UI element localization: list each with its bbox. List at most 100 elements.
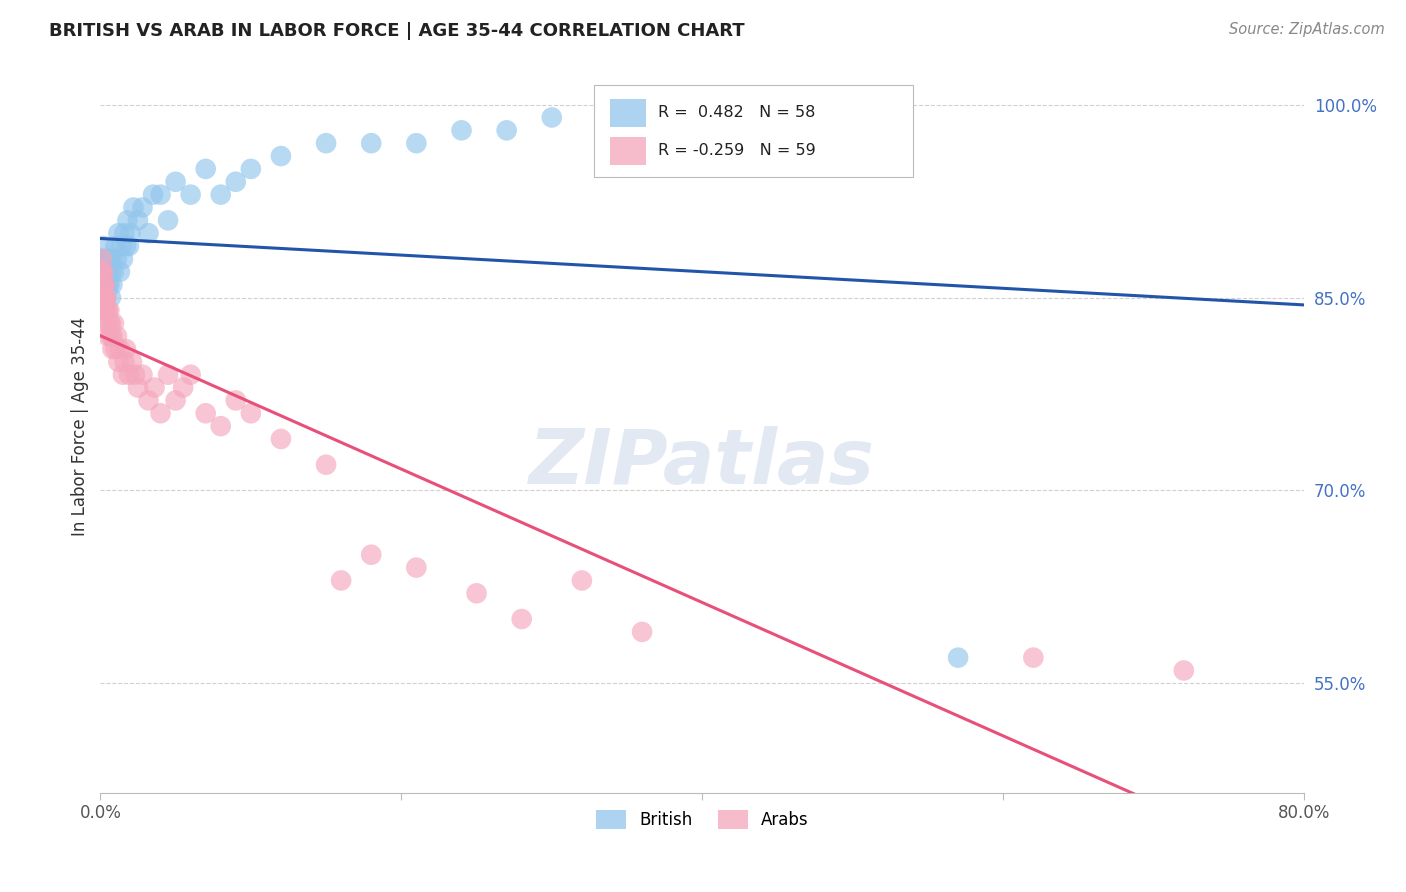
Point xyxy=(194,406,217,420)
Point xyxy=(108,265,131,279)
Point xyxy=(110,239,132,253)
Point xyxy=(107,355,129,369)
Point xyxy=(112,226,135,240)
Point xyxy=(112,355,135,369)
Point xyxy=(330,574,353,588)
Point xyxy=(96,303,118,318)
Point xyxy=(93,277,115,292)
Point xyxy=(124,368,146,382)
Point xyxy=(105,252,128,266)
Point xyxy=(194,161,217,176)
Point xyxy=(510,612,533,626)
Point xyxy=(571,574,593,588)
Point xyxy=(117,213,139,227)
Point xyxy=(149,187,172,202)
Point xyxy=(94,291,117,305)
Point xyxy=(631,624,654,639)
Point xyxy=(225,175,247,189)
Text: R = -0.259   N = 59: R = -0.259 N = 59 xyxy=(658,144,815,159)
Point xyxy=(94,265,117,279)
Point xyxy=(90,291,112,305)
Point xyxy=(360,548,382,562)
Point xyxy=(405,136,427,151)
Y-axis label: In Labor Force | Age 35-44: In Labor Force | Age 35-44 xyxy=(72,317,89,536)
Point xyxy=(94,291,117,305)
Point xyxy=(131,201,153,215)
Point xyxy=(93,239,115,253)
Point xyxy=(96,316,118,330)
Point xyxy=(107,226,129,240)
Point xyxy=(90,265,112,279)
Point xyxy=(90,265,112,279)
Point xyxy=(100,316,122,330)
Point xyxy=(115,342,138,356)
Point xyxy=(104,342,127,356)
Point xyxy=(103,316,125,330)
Point xyxy=(405,560,427,574)
Point xyxy=(96,291,118,305)
Point xyxy=(93,291,115,305)
Point xyxy=(143,380,166,394)
Point xyxy=(239,161,262,176)
Point xyxy=(101,329,124,343)
Text: R =  0.482   N = 58: R = 0.482 N = 58 xyxy=(658,105,815,120)
Point xyxy=(540,111,562,125)
Text: Source: ZipAtlas.com: Source: ZipAtlas.com xyxy=(1229,22,1385,37)
Point xyxy=(157,368,180,382)
Point xyxy=(121,355,143,369)
Point xyxy=(98,277,121,292)
FancyBboxPatch shape xyxy=(610,137,645,165)
Legend: British, Arabs: British, Arabs xyxy=(589,803,815,836)
Point xyxy=(450,123,472,137)
Point xyxy=(93,277,115,292)
Point xyxy=(93,265,115,279)
Point xyxy=(93,252,115,266)
Point xyxy=(172,380,194,394)
Point xyxy=(127,380,149,394)
Point xyxy=(465,586,488,600)
Point xyxy=(209,187,232,202)
Point xyxy=(90,277,112,292)
Point xyxy=(94,303,117,318)
Point xyxy=(97,303,120,318)
Point xyxy=(90,265,112,279)
Point xyxy=(96,252,118,266)
Point xyxy=(96,265,118,279)
Point xyxy=(118,368,141,382)
Point xyxy=(100,329,122,343)
Point xyxy=(90,291,112,305)
Point xyxy=(97,265,120,279)
Point xyxy=(270,432,292,446)
Point xyxy=(180,368,202,382)
Text: BRITISH VS ARAB IN LABOR FORCE | AGE 35-44 CORRELATION CHART: BRITISH VS ARAB IN LABOR FORCE | AGE 35-… xyxy=(49,22,745,40)
Point xyxy=(93,265,115,279)
Point xyxy=(111,252,134,266)
Point xyxy=(127,213,149,227)
Point xyxy=(239,406,262,420)
Point xyxy=(93,291,115,305)
Point xyxy=(101,342,124,356)
Point xyxy=(225,393,247,408)
Point xyxy=(96,291,118,305)
Point xyxy=(315,458,337,472)
Point xyxy=(495,123,517,137)
Point xyxy=(94,291,117,305)
Point xyxy=(360,136,382,151)
Point xyxy=(94,277,117,292)
Point xyxy=(315,136,337,151)
Point xyxy=(165,393,187,408)
Point xyxy=(94,277,117,292)
Point xyxy=(98,316,121,330)
Point xyxy=(122,201,145,215)
Point xyxy=(90,252,112,266)
Text: ZIPatlas: ZIPatlas xyxy=(529,425,876,500)
Point xyxy=(149,406,172,420)
Point xyxy=(101,252,124,266)
Point xyxy=(90,265,112,279)
Point xyxy=(165,175,187,189)
Point xyxy=(104,239,127,253)
Point xyxy=(946,650,969,665)
FancyBboxPatch shape xyxy=(593,86,912,177)
Point xyxy=(115,239,138,253)
Point xyxy=(142,187,165,202)
